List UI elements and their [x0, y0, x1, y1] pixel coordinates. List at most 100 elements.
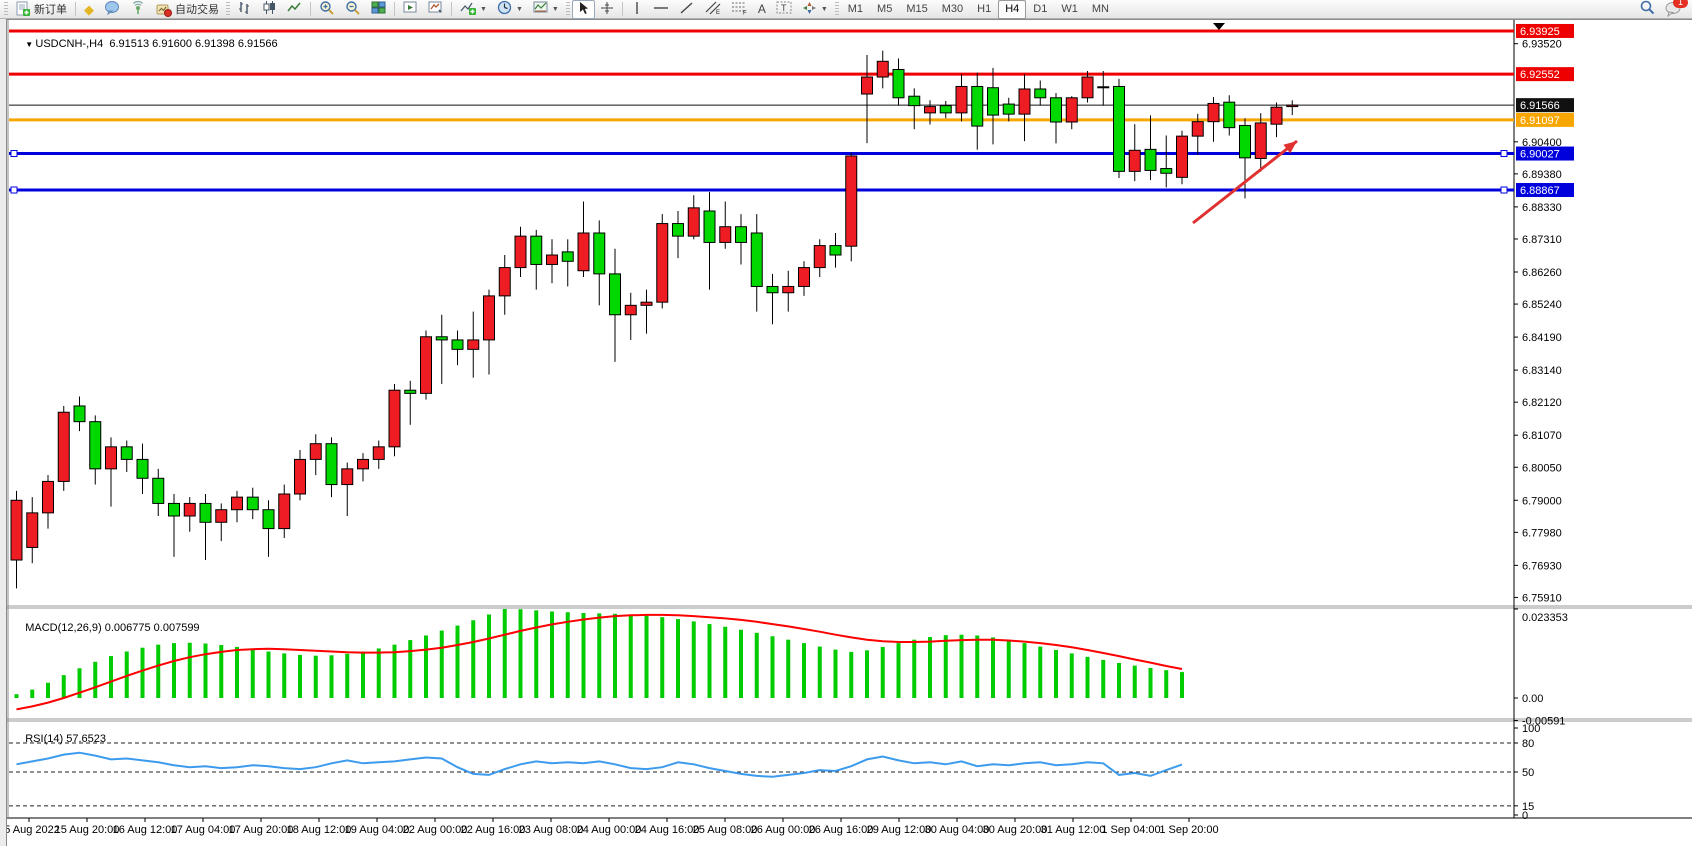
candle-up[interactable]: [309, 443, 322, 460]
candle-up[interactable]: [813, 245, 826, 269]
candle-up[interactable]: [357, 458, 369, 470]
vertical-line-button[interactable]: [626, 0, 648, 19]
periods-button[interactable]: ▼: [492, 0, 528, 19]
candle-up[interactable]: [687, 207, 700, 237]
new-order-button[interactable]: 新订单: [10, 0, 72, 19]
candle-down[interactable]: [120, 446, 133, 460]
candle-down[interactable]: [735, 226, 747, 243]
candle-up[interactable]: [105, 446, 117, 470]
candle-down[interactable]: [1050, 97, 1062, 123]
candle-down[interactable]: [1160, 168, 1173, 174]
candle-up[interactable]: [388, 389, 401, 448]
text-label-button[interactable]: T: [771, 0, 797, 19]
cursor-button[interactable]: [571, 0, 595, 19]
tile-windows-button[interactable]: [366, 0, 391, 19]
candle-down[interactable]: [561, 251, 574, 262]
zoom-in-button[interactable]: [314, 0, 340, 19]
candle-up[interactable]: [1191, 121, 1204, 137]
candle-down[interactable]: [1144, 148, 1157, 171]
crosshair-button[interactable]: [595, 0, 619, 19]
candle-up[interactable]: [640, 301, 653, 306]
profiles-button[interactable]: [423, 0, 448, 19]
timeframe-button-m1[interactable]: M1: [847, 3, 864, 15]
candle-up[interactable]: [498, 267, 511, 297]
candle-up[interactable]: [483, 295, 495, 341]
candle-down[interactable]: [530, 235, 543, 265]
auto-trading-button[interactable]: 自动交易: [151, 0, 224, 19]
candle-up[interactable]: [215, 509, 228, 523]
templates-button[interactable]: ▼: [528, 0, 564, 19]
candle-up[interactable]: [624, 304, 637, 316]
candle-up[interactable]: [10, 499, 23, 561]
candle-down[interactable]: [892, 68, 905, 99]
candle-down[interactable]: [435, 336, 448, 341]
timeframe-button-d1[interactable]: D1: [1033, 3, 1048, 15]
timeframe-button-h4[interactable]: H4: [998, 0, 1027, 19]
candle-down[interactable]: [451, 339, 464, 350]
candle-up[interactable]: [924, 106, 936, 114]
candle-up[interactable]: [42, 480, 54, 514]
candle-up[interactable]: [1176, 135, 1188, 178]
candle-down[interactable]: [971, 85, 984, 127]
candle-up[interactable]: [514, 235, 527, 269]
chart-shift-marker[interactable]: [1213, 23, 1225, 30]
new-chart-button[interactable]: [398, 0, 423, 19]
candle-up[interactable]: [57, 411, 70, 482]
candle-up[interactable]: [467, 339, 480, 350]
candle-down[interactable]: [987, 87, 999, 116]
candle-down[interactable]: [1097, 86, 1110, 89]
candle-down[interactable]: [1239, 124, 1251, 159]
price-chart[interactable]: 6.93520 6.90400 6.89380 6.88330 6.87310 6.862…: [7, 20, 1692, 846]
candle-up[interactable]: [1286, 104, 1299, 108]
candle-down[interactable]: [73, 405, 86, 423]
metaeditor-button[interactable]: ◆: [79, 0, 99, 19]
horizontal-line-button[interactable]: [648, 0, 674, 19]
candle-up[interactable]: [861, 76, 873, 95]
timeframe-button-w1[interactable]: W1: [1061, 3, 1078, 15]
candle-down[interactable]: [1034, 88, 1047, 99]
candle-up[interactable]: [341, 468, 354, 486]
candle-up[interactable]: [845, 155, 858, 247]
candle-up[interactable]: [656, 223, 669, 303]
candle-up[interactable]: [420, 336, 432, 394]
arrows-button[interactable]: ▼: [797, 0, 833, 19]
timeframe-button-m15[interactable]: M15: [906, 3, 928, 15]
candle-down[interactable]: [766, 285, 779, 294]
candle-down[interactable]: [1223, 101, 1236, 129]
timeframe-button-m30[interactable]: M30: [941, 3, 964, 15]
search-icon[interactable]: [1639, 0, 1656, 19]
candle-up[interactable]: [372, 446, 385, 460]
candle-down[interactable]: [609, 273, 621, 316]
candle-down[interactable]: [262, 509, 275, 530]
candle-up[interactable]: [876, 60, 889, 78]
timeframe-button-h1[interactable]: H1: [977, 3, 992, 15]
candle-up[interactable]: [1018, 88, 1031, 115]
candle-up[interactable]: [782, 285, 795, 294]
candle-down[interactable]: [703, 210, 716, 243]
candle-up[interactable]: [546, 254, 558, 265]
candle-up[interactable]: [278, 493, 291, 530]
bar-chart-button[interactable]: [232, 0, 257, 19]
channel-button[interactable]: E: [699, 0, 726, 19]
candle-down[interactable]: [404, 389, 417, 394]
candle-down[interactable]: [168, 502, 180, 517]
candle-down[interactable]: [672, 223, 684, 237]
line-chart-button[interactable]: [282, 0, 307, 19]
candle-down[interactable]: [89, 421, 102, 470]
candle-up[interactable]: [577, 232, 590, 272]
arrow-annotation[interactable]: [1192, 139, 1298, 225]
candle-up[interactable]: [1207, 102, 1220, 123]
zoom-out-button[interactable]: [340, 0, 366, 19]
candle-up[interactable]: [294, 458, 306, 495]
candle-down[interactable]: [246, 496, 259, 511]
candle-up[interactable]: [955, 85, 968, 114]
candle-down[interactable]: [1113, 85, 1125, 172]
timeframe-button-m5[interactable]: M5: [877, 3, 893, 15]
chart-menu-icon[interactable]: ▼: [25, 40, 36, 49]
candle-up[interactable]: [1065, 97, 1078, 123]
hline-handle[interactable]: [10, 150, 18, 158]
candle-down[interactable]: [199, 502, 212, 523]
trendline-button[interactable]: [674, 0, 699, 19]
chat-icon[interactable]: 1: [1664, 0, 1688, 17]
candle-up[interactable]: [1270, 106, 1283, 125]
